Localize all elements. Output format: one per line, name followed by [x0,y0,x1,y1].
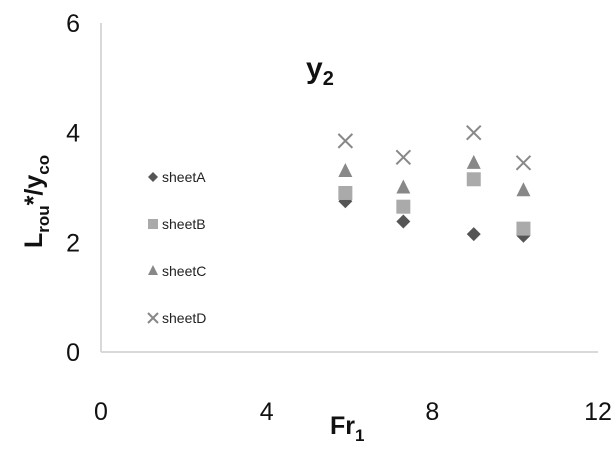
series-sheetB [338,172,531,236]
x-axis-label: Fr1 [330,412,364,445]
legend-item: sheetA [148,169,206,185]
chart-title-main: y [306,52,323,85]
y-axis-label-main: L [20,233,48,248]
legend-item: sheetB [148,216,206,232]
data-point [337,133,354,149]
data-point [395,149,412,166]
data-point [338,185,353,200]
x-tick-label: 0 [94,398,108,426]
legend-marker [147,312,159,324]
x-axis-label-subscript: 1 [355,426,364,445]
data-points [337,124,532,243]
legend-label: sheetD [162,310,206,326]
series-sheetC [338,154,531,197]
data-point [516,182,531,197]
chart-title-subscript: 2 [323,68,334,90]
data-point [466,227,481,242]
x-tick-label: 12 [584,398,612,426]
legend-item: sheetD [147,310,206,326]
legend-label: sheetC [162,263,206,279]
legend-label: sheetA [162,169,206,185]
legend-marker [148,265,158,275]
y-axis-label-sub1: rou [34,205,53,232]
series-sheetA [338,194,531,243]
data-point [466,154,481,169]
y-axis-label: Lrou*/yco [20,155,53,248]
x-tick-label: 8 [425,398,439,426]
y-axis-label-mid: */y [20,175,48,206]
y-tick-label: 6 [66,10,80,38]
legend-label: sheetB [162,216,206,232]
data-point [396,214,411,229]
x-tick-label: 4 [260,398,274,426]
data-point [466,124,482,141]
data-point [396,199,411,214]
data-point [338,163,353,178]
chart-title: y2 [306,52,334,90]
axes [100,23,598,353]
legend-marker [148,172,158,182]
y-tick-label: 2 [66,229,80,257]
y-tick-label: 0 [66,339,80,367]
y-axis-label-sub2: co [34,155,53,175]
legend-marker [148,219,158,229]
legend-item: sheetC [148,263,206,279]
data-point [516,221,531,236]
tick-labels: 0 2 4 6 0 4 8 12 [66,10,612,426]
data-point [396,179,411,194]
data-point [515,155,532,171]
series-sheetD [337,124,532,171]
y-tick-label: 4 [66,120,80,148]
x-axis-label-main: Fr [330,412,355,440]
legend: sheetA sheetB sheetC sheetD [147,169,206,326]
data-point [466,172,481,187]
